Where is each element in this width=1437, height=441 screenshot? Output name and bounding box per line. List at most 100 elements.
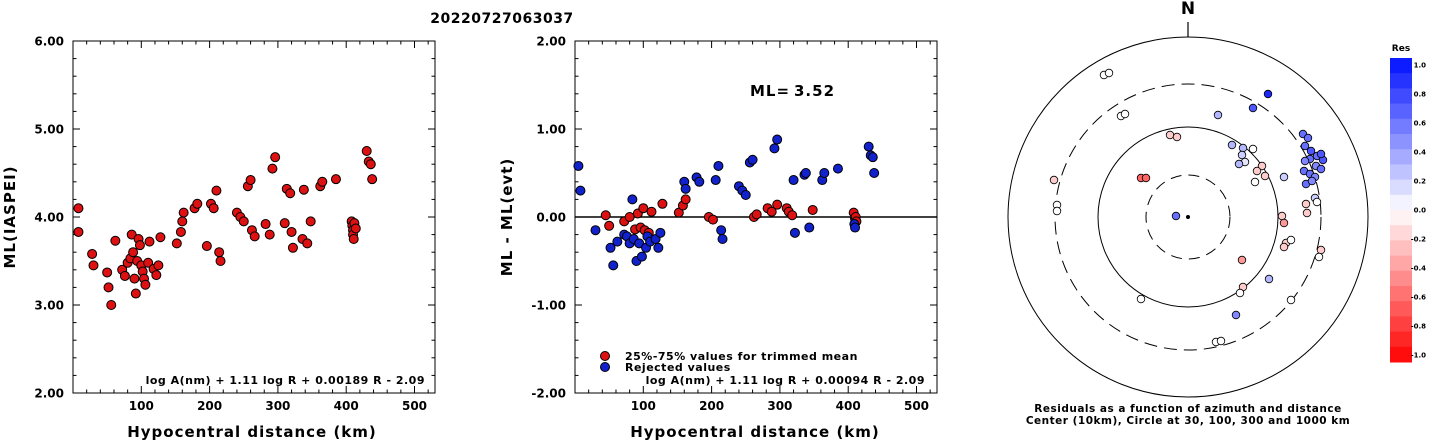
station-point [1234, 159, 1244, 169]
trimmed-mean-point [680, 194, 691, 205]
colorbar-tick-label: 0.0 [1414, 207, 1427, 215]
station-point [1286, 295, 1296, 305]
north-label: N [1181, 0, 1195, 19]
colorbar-cell [1390, 179, 1412, 196]
colorbar-tick-label: 0.6 [1414, 120, 1427, 128]
data-point [151, 270, 162, 281]
colorbar-cell [1390, 286, 1412, 302]
data-point [155, 232, 166, 243]
colorbar-cell [1390, 240, 1412, 257]
data-point [367, 174, 378, 185]
station-point-near [1171, 211, 1181, 221]
x-tick-label: 200 [699, 399, 724, 413]
y-tick-label: 5.00 [34, 123, 64, 137]
colorbar-cell [1390, 301, 1412, 317]
y-tick-label: -2.00 [531, 387, 566, 401]
rejected-point [867, 152, 878, 163]
colorbar-tick-label: 0.2 [1414, 178, 1427, 186]
data-point [214, 247, 225, 258]
colorbar-cell [1390, 103, 1412, 120]
trimmed-mean-point [807, 204, 818, 215]
colorbar-cell [1390, 134, 1412, 150]
trimmed-mean-point [604, 220, 615, 231]
colorbar-cell [1390, 346, 1412, 363]
data-point [110, 235, 121, 246]
rejected-point [740, 190, 751, 200]
colorbar-tick-label: -1.0 [1411, 352, 1426, 360]
station-point [1316, 164, 1326, 174]
rejected-point [747, 154, 758, 165]
rejected-point [653, 242, 664, 253]
y-axis-label: ML - ML(evt) [498, 158, 516, 276]
station-point [1263, 89, 1273, 99]
data-point [330, 174, 341, 185]
rejected-point [850, 222, 861, 233]
station-point [1250, 177, 1260, 187]
data-point [134, 240, 145, 251]
x-tick-label: 400 [334, 399, 359, 413]
formula-label: log A(nm) + 1.11 log R + 0.00189 R - 2.0… [146, 374, 425, 387]
colorbar-tick-label: -0.6 [1411, 294, 1426, 302]
data-point [249, 231, 260, 242]
data-point [211, 185, 222, 196]
data-point [260, 219, 271, 230]
colorbar-title: Res [1392, 44, 1410, 54]
trimmed-mean-point [646, 206, 657, 217]
y-tick-label: 3.00 [34, 299, 64, 313]
data-point [267, 163, 278, 174]
station-point [1231, 310, 1241, 320]
data-point [178, 207, 189, 218]
rejected-point [863, 141, 874, 152]
station-point [1306, 146, 1316, 156]
colorbar-tick-label: -0.2 [1411, 236, 1426, 244]
station-point [1165, 130, 1175, 140]
colorbar-tick-label: 0.8 [1414, 91, 1427, 99]
data-point [215, 256, 226, 266]
ml-value: 3.52 [794, 82, 835, 100]
data-point [130, 288, 141, 299]
y-tick-label: 4.00 [34, 211, 64, 225]
rejected-point [573, 160, 584, 171]
data-point [175, 226, 186, 237]
data-point [106, 300, 117, 310]
ml-label: ML= [750, 82, 790, 100]
station-point [1172, 132, 1182, 142]
station-point [1104, 68, 1114, 78]
station-point [1279, 172, 1289, 182]
data-point [192, 198, 203, 209]
colorbar-cell [1390, 316, 1412, 333]
rejected-point [713, 160, 724, 171]
colorbar-ticks: 1.0 0.8 0.6 0.4 0.2 0.0 -0.2 -0.4 -0.6 -0.8 -1.0 [1411, 62, 1426, 360]
trimmed-mean-point [766, 206, 777, 217]
colorbar-cell [1390, 73, 1412, 89]
rejected-point [605, 242, 616, 253]
y-tick-label: -1.00 [531, 299, 566, 313]
colorbar-cell [1390, 210, 1412, 226]
tick-group: 100 200 300 400 500 -2.00 -1.00 0.00 1.00 2.00 [531, 35, 937, 413]
data-point [264, 229, 275, 240]
legend-label-trimmed: 25%-75% values for trimmed mean [625, 350, 858, 363]
tick-group: 100 200 300 400 500 2.00 3.00 4.00 5.00 6.00 [34, 35, 435, 413]
colorbar-cell [1390, 194, 1412, 211]
data-point [361, 146, 372, 156]
rejected-point [717, 234, 728, 244]
caption-line-1: Residuals as a function of azimuth and d… [1034, 403, 1341, 415]
trimmed-mean-point [657, 198, 668, 209]
ml-residual-chart: ML - ML(evt) Hypocentral distance (km) M… [498, 35, 938, 441]
x-tick-label: 100 [129, 399, 154, 413]
data-point [140, 279, 151, 290]
station-point [1227, 140, 1237, 150]
y-tick-label: 0.00 [536, 211, 566, 225]
outer-circle-1000km [1007, 36, 1369, 398]
colorbar-cell [1390, 331, 1412, 348]
rejected-point [575, 185, 586, 196]
station-point [1136, 294, 1146, 304]
station-point [1237, 255, 1247, 265]
trimmed-mean-point [624, 212, 635, 222]
rejected-point [655, 227, 666, 238]
data-point [73, 203, 84, 214]
data-point [153, 260, 164, 271]
trimmed-mean-point [707, 214, 718, 225]
station-point [1052, 206, 1062, 216]
